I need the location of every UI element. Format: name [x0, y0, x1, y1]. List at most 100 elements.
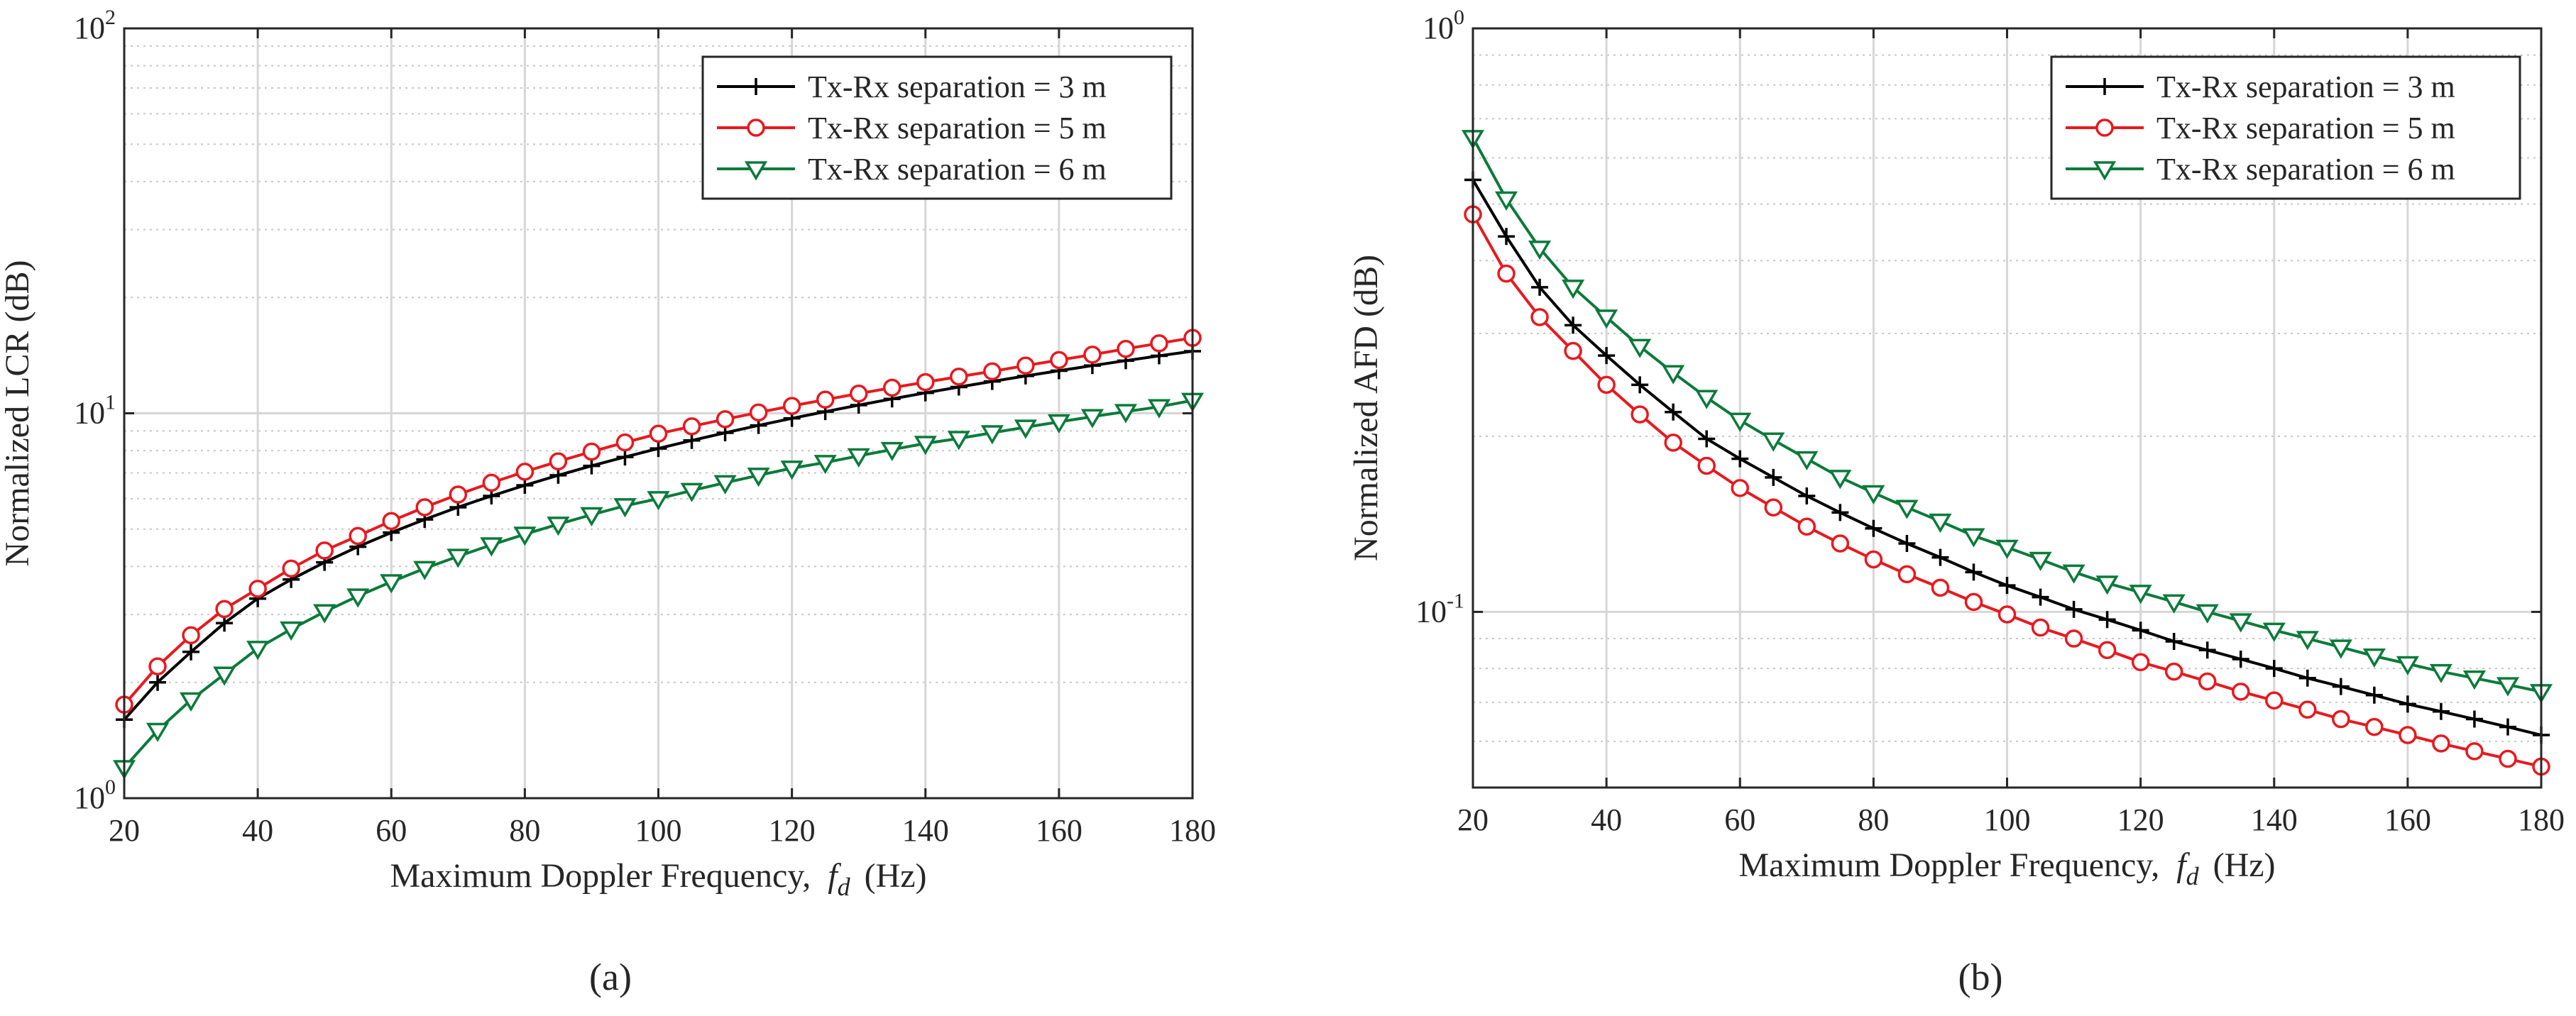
data-point [1114, 404, 1138, 424]
data-point [1564, 341, 1582, 360]
data-point [2365, 717, 2384, 736]
data-point [615, 433, 635, 452]
y-tick-label: 100 [1423, 6, 1464, 45]
x-tick-label: 180 [1169, 813, 1216, 848]
data-point [315, 541, 334, 560]
data-point [1728, 412, 1752, 432]
data-point [1931, 578, 1950, 597]
data-point [1150, 334, 1168, 353]
x-tick-label: 120 [2117, 802, 2164, 837]
x-tick-label: 40 [242, 813, 273, 848]
data-point [2499, 718, 2516, 736]
data-point [449, 485, 468, 504]
data-point [1083, 346, 1102, 364]
data-point [182, 643, 200, 661]
data-point [1598, 347, 1616, 365]
data-point [2198, 641, 2216, 659]
data-point [2062, 564, 2086, 584]
chart-panel-a: 20 40 60 80 100 120 140 160 180100101102Maximum … [0, 6, 1216, 998]
data-point [2098, 611, 2116, 629]
data-point [2164, 662, 2183, 681]
data-point [847, 448, 870, 468]
data-point [716, 410, 735, 429]
legend-marker [2096, 78, 2113, 95]
data-point [2365, 686, 2383, 704]
data-point [1494, 191, 1518, 211]
data-point [2329, 639, 2352, 659]
data-point [1762, 432, 1785, 452]
y-tick-base: 10 [1415, 594, 1447, 629]
data-point [2129, 585, 2152, 604]
data-point [882, 378, 901, 397]
x-label-unit: (Hz) [2205, 846, 2276, 884]
x-tick-label: 180 [2518, 802, 2565, 837]
data-point [980, 425, 1004, 445]
data-point [2162, 594, 2186, 614]
data-point [1965, 563, 1983, 581]
data-point [248, 580, 267, 598]
x-tick-label: 60 [1724, 802, 1755, 837]
legend: Tx-Rx separation = 3 m Tx-Rx separation =… [2050, 55, 2521, 200]
data-point [2229, 613, 2252, 633]
data-point [2031, 618, 2050, 637]
x-tick-label: 100 [1984, 802, 2031, 837]
data-point [1798, 487, 1816, 505]
data-point [1014, 419, 1037, 439]
data-point [2064, 629, 2083, 648]
data-point [747, 468, 770, 487]
x-tick-label: 120 [769, 813, 816, 848]
y-tick-exponent: 0 [1454, 6, 1464, 29]
y-tick-exponent: 2 [105, 6, 116, 29]
panel-label: (b) [1958, 956, 2003, 998]
data-point [2298, 700, 2317, 719]
data-point [1147, 399, 1171, 419]
data-point [1631, 376, 1649, 394]
data-point [782, 397, 801, 415]
data-point [649, 424, 668, 443]
data-point [2196, 604, 2219, 624]
panel-label: (a) [589, 956, 632, 998]
data-point [2165, 633, 2183, 651]
data-point [983, 362, 1002, 381]
data-point [2432, 702, 2450, 720]
data-point [916, 372, 935, 392]
data-point [1864, 550, 1883, 569]
y-tick-label: 100 [74, 775, 116, 815]
data-point [1962, 528, 1985, 548]
data-point [1564, 316, 1582, 334]
data-point [1665, 403, 1682, 421]
data-point [2462, 670, 2487, 690]
legend-label: Tx-Rx separation = 6 m [2156, 152, 2455, 187]
data-point [2298, 669, 2316, 687]
data-point [1765, 468, 1782, 486]
data-point [1998, 577, 2016, 595]
data-point [1664, 434, 1682, 452]
data-point [2432, 734, 2450, 753]
data-point [1497, 264, 1516, 283]
data-point [1929, 513, 1952, 534]
data-point [1628, 338, 1652, 358]
data-point [713, 475, 737, 495]
data-point [849, 384, 868, 403]
data-point [2362, 648, 2386, 668]
x-axis-label: Maximum Doppler Frequency, fd (Hz) [390, 857, 926, 901]
y-axis-label: Normalized AFD (dB) [1347, 255, 1385, 561]
x-tick-label: 140 [2251, 802, 2298, 837]
legend-label: Tx-Rx separation = 5 m [2156, 111, 2455, 145]
x-label-subscript: d [2186, 862, 2200, 890]
data-point [947, 431, 970, 451]
legend-marker [747, 78, 764, 95]
data-point [813, 455, 837, 475]
data-point [1050, 350, 1068, 370]
data-point [1530, 308, 1549, 326]
data-point [146, 722, 170, 742]
data-point [1831, 504, 1849, 521]
data-point [2098, 641, 2117, 660]
legend-label: Tx-Rx separation = 3 m [808, 70, 1107, 104]
y-tick-exponent: 0 [105, 775, 116, 799]
data-point [2399, 695, 2416, 713]
data-point [482, 473, 501, 492]
